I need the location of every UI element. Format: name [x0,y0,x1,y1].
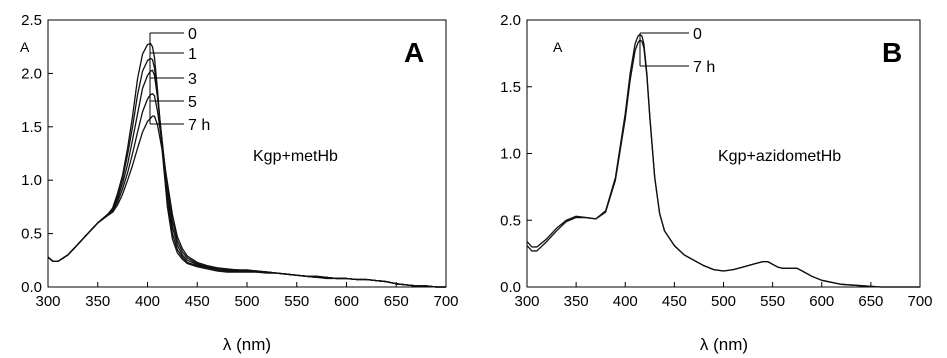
panel-b-x-tick-label: 500 [711,293,736,310]
panel-a-trace-label: 1 [188,46,197,63]
panel-a-y-tick-label: 2.5 [21,12,42,29]
panel-a-spectrum-line-4 [47,115,446,288]
panel-a-trace-label: 3 [188,71,197,88]
panel-a-y-label: A [20,39,30,55]
panel-b-x-tick-label: 300 [514,293,539,310]
panel-b-sample-annotation: Kgp+azidometHb [718,148,841,165]
panel-b-x-tick-label: 600 [809,293,834,310]
panel-b-trace-label: 7 h [693,59,715,76]
panel-a-spectrum-line-0 [47,42,446,288]
panel-b-x-tick-label: 350 [564,293,589,310]
panel-b-y-tick-label: 0.0 [500,279,521,296]
panel-a-x-tick-label: 500 [234,293,259,310]
panel-b-x-tick-label: 550 [760,293,785,310]
panel-a-x-tick-label: 700 [433,293,458,310]
panel-a-spectrum-line-1 [47,57,446,288]
panel-b-letter: B [882,37,902,68]
panel-b-y-label: A [553,39,563,55]
panel-b-x-tick-label: 700 [907,293,932,310]
panel-a-sample-annotation: Kgp+metHb [253,148,338,165]
panel-a-x-tick-label: 400 [135,293,160,310]
panel-a-x-tick-label: 650 [384,293,409,310]
panel-a-trace-label: 7 h [188,117,210,134]
panel-b-trace-label: 0 [693,26,702,43]
panel-a-y-tick-label: 2.0 [21,65,42,82]
panel-b-x-axis-title: λ (nm) [700,335,748,354]
panel-b-x-tick-label: 400 [613,293,638,310]
panel-a-x-tick-label: 350 [85,293,110,310]
panel-a-letter: A [404,37,424,68]
panel-a-y-tick-label: 1.0 [21,172,42,189]
panel-a-x-tick-label: 300 [35,293,60,310]
panel-b-y-tick-label: 0.5 [500,212,521,229]
panel-b-spectrum-line-1 [526,39,920,288]
panel-a-trace-label: 0 [188,26,197,43]
panel-a-spectrum-line-2 [47,69,446,288]
panel-a-y-tick-label: 1.5 [21,119,42,136]
panel-b: A λ (nm) B Kgp+azidometHb 300 350 400 450 50… [500,12,932,354]
panel-a-trace-label: 5 [188,94,197,111]
panel-a-y-tick-label: 0.0 [21,279,42,296]
panel-a: A λ (nm) A Kgp+metHb 300 350 400 450 500 550 6… [20,12,459,354]
panel-b-y-tick-label: 2.0 [500,12,521,29]
panel-a-spectrum-line-3 [47,93,446,288]
panel-b-y-tick-label: 1.0 [500,146,521,163]
panel-a-plot-frame [47,19,447,288]
panel-b-x-tick-label: 650 [858,293,883,310]
panel-a-x-tick-label: 450 [185,293,210,310]
panel-a-x-axis-title: λ (nm) [223,335,271,354]
panel-a-x-tick-label: 550 [284,293,309,310]
panel-a-y-tick-label: 0.5 [21,226,42,243]
panel-b-y-tick-label: 1.5 [500,79,521,96]
panel-b-x-tick-label: 450 [662,293,687,310]
panel-a-x-tick-label: 600 [334,293,359,310]
